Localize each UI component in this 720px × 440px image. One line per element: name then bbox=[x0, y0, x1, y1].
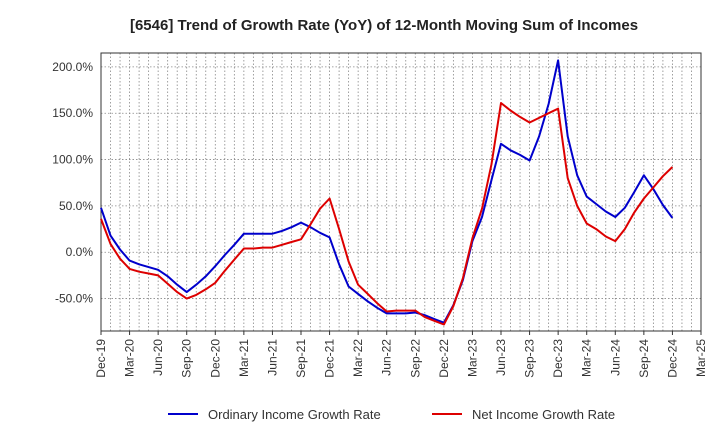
y-tick-label: 200.0% bbox=[52, 60, 93, 74]
y-tick-label: 150.0% bbox=[52, 106, 93, 120]
x-tick-label: Mar-23 bbox=[465, 339, 479, 377]
y-tick-label: 50.0% bbox=[59, 199, 93, 213]
y-tick-label: 100.0% bbox=[52, 153, 93, 167]
x-tick-label: Sep-21 bbox=[294, 339, 308, 378]
legend-label: Ordinary Income Growth Rate bbox=[208, 407, 381, 422]
x-tick-label: Dec-19 bbox=[94, 339, 108, 378]
x-tick-label: Jun-24 bbox=[608, 339, 622, 376]
x-tick-label: Sep-23 bbox=[523, 339, 537, 378]
x-tick-label: Dec-24 bbox=[665, 339, 679, 378]
y-tick-label: 0.0% bbox=[66, 245, 94, 259]
y-tick-label: -50.0% bbox=[55, 292, 93, 306]
x-tick-label: Dec-22 bbox=[437, 339, 451, 378]
x-tick-label: Mar-22 bbox=[351, 339, 365, 377]
x-tick-label: Jun-20 bbox=[151, 339, 165, 376]
x-tick-label: Dec-21 bbox=[323, 339, 337, 378]
legend-label: Net Income Growth Rate bbox=[472, 407, 615, 422]
series-line-1 bbox=[100, 59, 674, 324]
x-tick-label: Mar-24 bbox=[580, 339, 594, 377]
legend: Ordinary Income Growth Rate Net Income Gr… bbox=[168, 407, 615, 422]
series-line-2 bbox=[100, 102, 674, 326]
x-tick-label: Sep-24 bbox=[637, 339, 651, 378]
x-tick-label: Dec-20 bbox=[208, 339, 222, 378]
x-tick-label: Mar-21 bbox=[237, 339, 251, 377]
x-tick-label: Jun-21 bbox=[265, 339, 279, 376]
x-tick-label: Jun-22 bbox=[380, 339, 394, 376]
plot-area-border bbox=[100, 52, 702, 332]
x-tick-label: Dec-23 bbox=[551, 339, 565, 378]
x-tick-label: Sep-20 bbox=[180, 339, 194, 378]
x-tick-label: Sep-22 bbox=[408, 339, 422, 378]
x-tick-label: Jun-23 bbox=[494, 339, 508, 376]
x-tick-label: Mar-25 bbox=[694, 339, 708, 377]
chart-title: [6546] Trend of Growth Rate (YoY) of 12-… bbox=[130, 17, 638, 34]
x-tick-label: Mar-20 bbox=[123, 339, 137, 377]
